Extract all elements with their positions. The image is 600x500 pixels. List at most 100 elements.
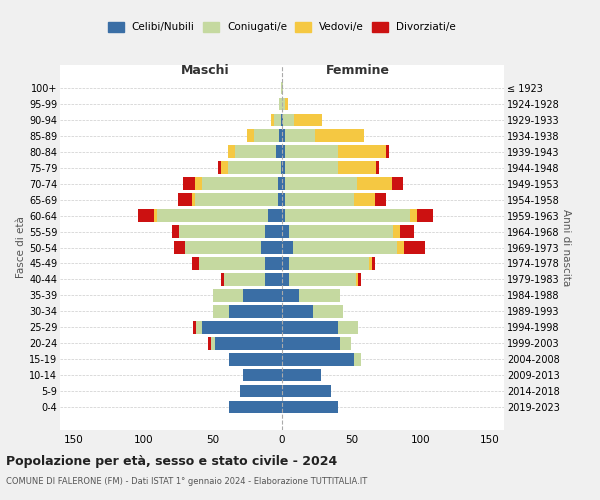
Text: COMUNE DI FALERONE (FM) - Dati ISTAT 1° gennaio 2024 - Elaborazione TUTTITALIA.I: COMUNE DI FALERONE (FM) - Dati ISTAT 1° … (6, 478, 367, 486)
Bar (212, 305, 229, 318)
Bar (224, 273, 265, 285)
Bar (393, 226, 400, 238)
Bar (285, 146, 337, 158)
Bar (277, 146, 282, 158)
Bar (337, 146, 386, 158)
Bar (278, 194, 282, 206)
Bar (282, 162, 285, 174)
Bar (282, 194, 285, 206)
Bar (282, 305, 313, 318)
Bar (340, 337, 352, 349)
Bar (282, 210, 285, 222)
Bar (416, 210, 433, 222)
Y-axis label: Fasce di età: Fasce di età (16, 216, 26, 278)
Bar (358, 273, 361, 285)
Bar (289, 257, 370, 270)
Bar (265, 257, 282, 270)
Bar (228, 162, 281, 174)
Bar (137, 210, 154, 222)
Bar (354, 353, 361, 366)
Bar (221, 162, 228, 174)
Bar (243, 369, 282, 382)
Bar (157, 210, 268, 222)
Bar (282, 401, 337, 413)
Bar (254, 130, 279, 142)
Bar (282, 257, 289, 270)
Bar (410, 210, 416, 222)
Text: Maschi: Maschi (181, 64, 230, 76)
Bar (194, 178, 202, 190)
Bar (247, 130, 254, 142)
Bar (229, 401, 282, 413)
Bar (316, 130, 364, 142)
Bar (172, 226, 179, 238)
Bar (193, 321, 196, 334)
Bar (356, 273, 358, 285)
Bar (282, 242, 293, 254)
Bar (370, 257, 372, 270)
Bar (281, 162, 282, 174)
Bar (202, 178, 278, 190)
Bar (282, 321, 337, 334)
Bar (282, 385, 331, 398)
Bar (285, 194, 354, 206)
Bar (178, 194, 192, 206)
Bar (282, 289, 299, 302)
Bar (221, 273, 224, 285)
Bar (196, 321, 202, 334)
Bar (285, 178, 357, 190)
Bar (299, 289, 340, 302)
Bar (404, 242, 425, 254)
Bar (282, 369, 321, 382)
Bar (282, 337, 340, 349)
Bar (212, 289, 243, 302)
Bar (229, 305, 282, 318)
Bar (279, 98, 282, 110)
Bar (261, 242, 282, 254)
Bar (235, 146, 277, 158)
Bar (354, 194, 375, 206)
Text: Femmine: Femmine (326, 64, 391, 76)
Bar (281, 82, 282, 94)
Bar (174, 242, 185, 254)
Bar (375, 194, 386, 206)
Bar (215, 337, 282, 349)
Bar (392, 178, 403, 190)
Y-axis label: Anni di nascita: Anni di nascita (561, 209, 571, 286)
Bar (282, 273, 289, 285)
Bar (279, 130, 282, 142)
Bar (229, 353, 282, 366)
Bar (281, 114, 282, 126)
Bar (218, 162, 221, 174)
Bar (241, 385, 282, 398)
Bar (282, 178, 285, 190)
Bar (289, 226, 393, 238)
Bar (192, 257, 199, 270)
Bar (192, 194, 194, 206)
Bar (282, 130, 285, 142)
Bar (285, 162, 337, 174)
Legend: Celibi/Nubili, Coniugati/e, Vedovi/e, Divorziati/e: Celibi/Nubili, Coniugati/e, Vedovi/e, Di… (105, 19, 459, 36)
Bar (295, 114, 322, 126)
Bar (285, 210, 410, 222)
Bar (282, 98, 285, 110)
Bar (337, 162, 376, 174)
Bar (357, 178, 392, 190)
Bar (386, 146, 389, 158)
Bar (184, 178, 194, 190)
Bar (282, 146, 285, 158)
Bar (282, 226, 289, 238)
Bar (285, 130, 316, 142)
Bar (376, 162, 379, 174)
Bar (397, 242, 404, 254)
Bar (289, 273, 356, 285)
Bar (199, 257, 265, 270)
Bar (282, 114, 283, 126)
Bar (313, 305, 343, 318)
Bar (274, 114, 281, 126)
Bar (185, 242, 261, 254)
Bar (278, 178, 282, 190)
Bar (271, 114, 274, 126)
Bar (268, 210, 282, 222)
Bar (282, 353, 354, 366)
